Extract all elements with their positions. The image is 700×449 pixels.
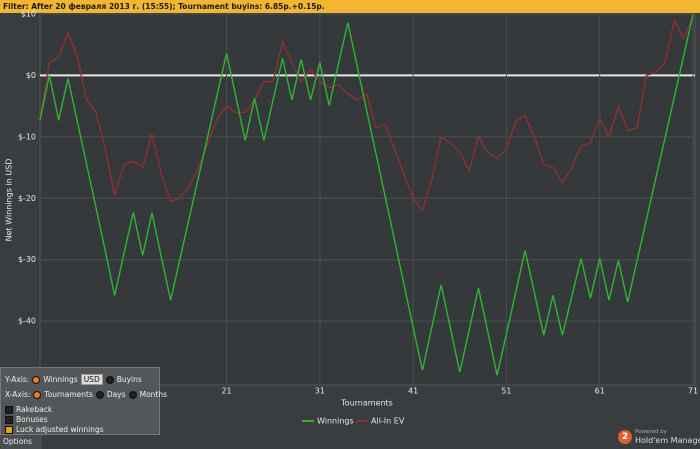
powered-by: Powered by	[635, 429, 667, 435]
x-tick-label: 41	[408, 387, 418, 396]
y-axis-title: Net Winnings in USD	[5, 159, 14, 242]
label[interactable]: Tournaments	[44, 390, 93, 399]
checkbox[interactable]	[5, 405, 13, 414]
y-tick-label: $-20	[18, 194, 36, 203]
logo: 2	[618, 430, 632, 444]
x-tick-label: 71	[688, 387, 698, 396]
filter-bar: Filter: After 20 февраля 2013 г. (15:55)…	[0, 0, 700, 13]
y-tick-label: $-30	[18, 255, 36, 264]
y-tick-label: $-40	[18, 317, 36, 326]
x-tick-label: 31	[315, 387, 325, 396]
options-tab[interactable]: Options	[0, 435, 42, 449]
label[interactable]: Bonuses	[16, 415, 48, 424]
checkbox[interactable]	[5, 415, 13, 424]
y-tick-label: $-10	[18, 132, 36, 141]
label: X-Axis:	[5, 390, 31, 399]
series-line	[39, 14, 694, 376]
currency-select[interactable]: USD	[80, 374, 103, 385]
label[interactable]: Winnings	[43, 375, 78, 384]
legend-label: All-In EV	[371, 417, 405, 426]
radio[interactable]	[33, 390, 42, 399]
x-tick-label: 21	[221, 387, 231, 396]
label[interactable]: Rakeback	[16, 405, 53, 414]
brand-name: Hold'em Manager	[635, 436, 700, 445]
options-panel: Y-Axis: Winnings USD Buyins X-Axis: Tourname…	[0, 367, 167, 435]
x-tick-label: 61	[595, 387, 605, 396]
x-axis-title: Tournaments	[340, 399, 393, 408]
y-tick-label: $0	[26, 71, 36, 80]
label[interactable]: Buyins	[116, 375, 142, 384]
label[interactable]: Luck adjusted winnings	[16, 425, 104, 434]
legend-label: Winnings	[317, 417, 354, 426]
y-tick-label: $10	[21, 10, 36, 19]
branding: 2 Powered by Hold'em Manager	[618, 428, 700, 448]
plot-area	[39, 13, 696, 386]
radio[interactable]	[105, 375, 114, 384]
label[interactable]: Months	[139, 390, 168, 399]
radio[interactable]	[95, 390, 104, 399]
series-line	[39, 14, 694, 213]
x-tick-label: 51	[501, 387, 511, 396]
label: Y-Axis:	[5, 375, 30, 384]
label[interactable]: Days	[106, 390, 126, 399]
radio[interactable]	[128, 390, 137, 399]
checkbox[interactable]	[5, 425, 13, 434]
radio[interactable]	[32, 375, 41, 384]
